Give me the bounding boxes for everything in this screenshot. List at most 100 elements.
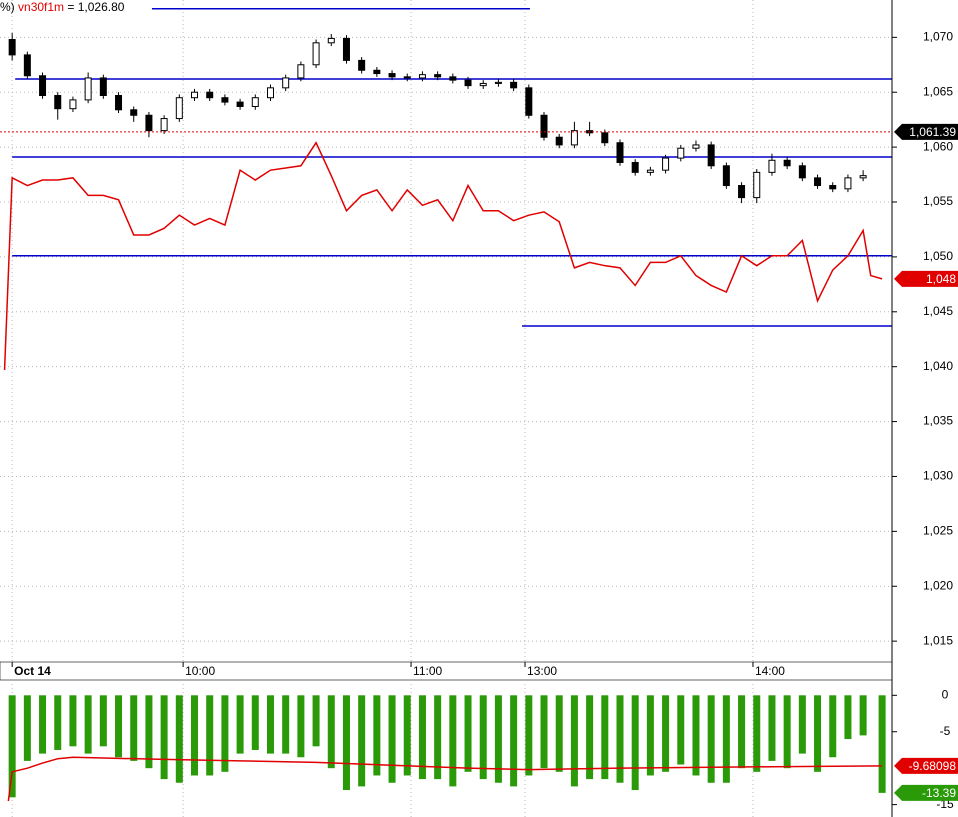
price-tag-label: -13.39 bbox=[922, 786, 956, 800]
candle-body bbox=[616, 142, 624, 163]
candle-body bbox=[449, 76, 457, 81]
bar bbox=[69, 695, 77, 747]
candle-body bbox=[23, 54, 31, 77]
bar bbox=[403, 695, 411, 776]
candle-body bbox=[525, 87, 533, 116]
x-tick-label: Oct 14 bbox=[14, 664, 51, 678]
candle-body bbox=[54, 95, 62, 110]
y-tick-label: 1,015 bbox=[923, 633, 953, 647]
candle-body bbox=[434, 74, 442, 78]
price-tag bbox=[894, 757, 958, 774]
candle-body bbox=[160, 118, 168, 132]
candle-body bbox=[570, 130, 578, 146]
bar bbox=[814, 695, 822, 772]
bar bbox=[191, 695, 199, 776]
bar bbox=[84, 695, 92, 754]
bar bbox=[297, 695, 305, 758]
bar bbox=[206, 695, 214, 776]
candle-body bbox=[859, 175, 867, 179]
bar bbox=[251, 695, 259, 750]
bar bbox=[358, 695, 366, 787]
bar bbox=[373, 695, 381, 776]
bar bbox=[738, 695, 746, 769]
bar bbox=[844, 695, 852, 740]
bar bbox=[798, 695, 806, 754]
candle-body bbox=[722, 165, 730, 187]
price-tag bbox=[894, 123, 958, 140]
candle-body bbox=[768, 159, 776, 173]
y-tick-label: -5 bbox=[940, 724, 951, 738]
candle-body bbox=[221, 97, 229, 103]
bar bbox=[175, 695, 183, 783]
candle-body bbox=[403, 76, 411, 79]
y-tick-label: 1,070 bbox=[923, 29, 953, 43]
bar bbox=[586, 695, 594, 780]
y-tick-label: 1,060 bbox=[923, 139, 953, 153]
candle-body bbox=[829, 185, 837, 190]
candle-body bbox=[39, 75, 47, 97]
bar bbox=[722, 695, 730, 783]
bar bbox=[479, 695, 487, 780]
x-tick-label: 10:00 bbox=[185, 664, 215, 678]
candle-body bbox=[84, 77, 92, 101]
y-tick-label: 1,065 bbox=[923, 84, 953, 98]
bar bbox=[418, 695, 426, 780]
header-value: = 1,026.80 bbox=[67, 0, 124, 14]
bar bbox=[616, 695, 624, 783]
bar bbox=[692, 695, 700, 776]
bar bbox=[449, 695, 457, 787]
candle-body bbox=[798, 165, 806, 179]
candle-body bbox=[266, 87, 274, 99]
bar bbox=[829, 695, 837, 758]
bar bbox=[327, 695, 335, 769]
bar bbox=[54, 695, 62, 750]
candle-body bbox=[130, 109, 138, 116]
bar bbox=[783, 695, 791, 769]
candle-body bbox=[479, 82, 487, 87]
y-tick-label: 1,025 bbox=[923, 524, 953, 538]
header: %) vn30f1m = 1,026.80 bbox=[0, 0, 125, 14]
candle-body bbox=[510, 81, 518, 89]
price-line bbox=[3, 141, 883, 371]
y-tick-label: 1,045 bbox=[923, 304, 953, 318]
bar bbox=[39, 695, 47, 754]
candle-body bbox=[707, 144, 715, 167]
candle-body bbox=[814, 177, 822, 187]
x-tick-label: 14:00 bbox=[755, 664, 785, 678]
candle-body bbox=[282, 77, 290, 89]
price-tag bbox=[894, 270, 958, 287]
candle-body bbox=[342, 37, 350, 61]
bar bbox=[878, 695, 886, 793]
candle-body bbox=[388, 73, 396, 78]
bar bbox=[145, 695, 153, 769]
candle-body bbox=[236, 101, 244, 107]
candle-body bbox=[494, 81, 502, 84]
candle-body bbox=[601, 132, 609, 144]
bar bbox=[768, 695, 776, 761]
bar bbox=[23, 695, 31, 761]
candle-body bbox=[69, 99, 77, 110]
candle-body bbox=[753, 171, 761, 199]
x-tick-label: 11:00 bbox=[413, 664, 442, 678]
y-tick-label: 1,035 bbox=[923, 414, 953, 428]
candle-body bbox=[692, 144, 700, 149]
candle-body bbox=[662, 157, 670, 171]
bar bbox=[221, 695, 229, 772]
header-symbol: vn30f1m bbox=[18, 0, 64, 14]
bar bbox=[282, 695, 290, 754]
bar bbox=[859, 695, 867, 736]
candle-body bbox=[206, 91, 214, 99]
candle-body bbox=[631, 161, 639, 173]
bar bbox=[510, 695, 518, 787]
candle-body bbox=[327, 37, 335, 44]
bar bbox=[99, 695, 107, 747]
y-tick-label: 1,055 bbox=[923, 194, 953, 208]
price-tag bbox=[894, 784, 958, 801]
candle-body bbox=[844, 177, 852, 190]
candle-body bbox=[738, 185, 746, 199]
bar bbox=[646, 695, 654, 776]
candle-body bbox=[99, 77, 107, 97]
